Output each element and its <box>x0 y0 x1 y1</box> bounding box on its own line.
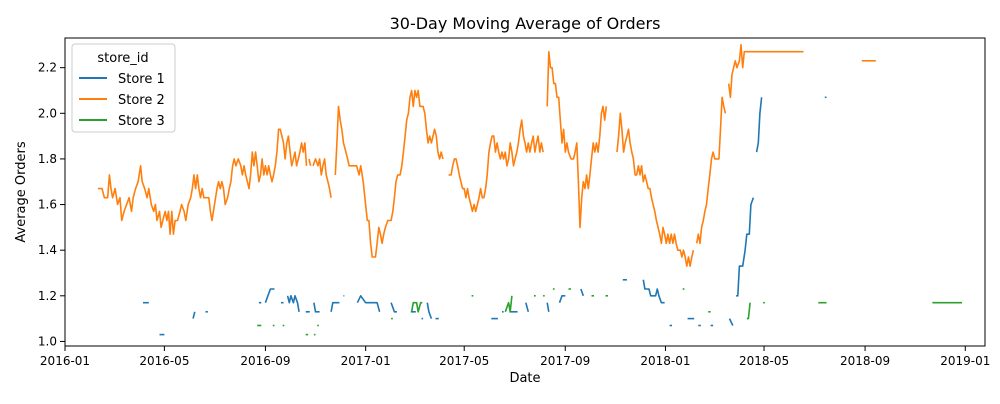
y-tick-label: 2.2 <box>38 61 57 75</box>
series-line-segment <box>755 97 763 153</box>
x-axis-title: Date <box>509 371 540 386</box>
series-line-segment <box>264 288 275 303</box>
series-line-segment <box>97 128 308 235</box>
y-axis-title: Average Orders <box>14 141 29 242</box>
y-tick-label: 1.0 <box>38 334 57 348</box>
series-line-segment <box>695 96 727 245</box>
x-tick-label: 2019-01 <box>940 354 990 368</box>
legend-label: Store 3 <box>118 114 165 129</box>
x-tick-label: 2016-01 <box>40 354 90 368</box>
series-line-segment <box>504 295 513 313</box>
series-line-segment <box>312 158 332 198</box>
series-line-segment <box>330 301 340 312</box>
x-tick-label: 2017-05 <box>439 354 489 368</box>
chart-title: 30-Day Moving Average of Orders <box>390 14 661 33</box>
y-tick-label: 1.8 <box>38 152 57 166</box>
series-line-segment <box>736 197 755 297</box>
series-line-segment <box>728 318 734 326</box>
series-store-1 <box>143 96 827 336</box>
series-line-segment <box>356 294 381 313</box>
series-line-segment <box>192 311 196 319</box>
x-tick-label: 2016-05 <box>139 354 189 368</box>
series-line-segment <box>558 294 566 303</box>
series-line-segment <box>580 288 585 297</box>
series-line-segment <box>746 302 751 320</box>
legend: store_id Store 1 Store 2 Store 3 <box>71 43 176 133</box>
series-store-3 <box>257 288 962 336</box>
series-line-segment <box>616 112 695 267</box>
plot-lines <box>97 43 962 336</box>
series-store-2 <box>97 43 876 267</box>
series-line-segment <box>308 158 312 166</box>
legend-box <box>71 43 176 133</box>
series-line-segment <box>426 302 433 319</box>
plot-frame <box>64 37 986 347</box>
series-line-segment <box>546 302 550 312</box>
y-tick-label: 1.2 <box>38 289 57 303</box>
x-tick-label: 2018-09 <box>840 354 890 368</box>
series-line-segment <box>448 119 544 213</box>
series-line-segment <box>727 43 804 99</box>
x-tick-label: 2018-05 <box>739 354 789 368</box>
series-line-segment <box>642 279 665 304</box>
series-line-segment <box>410 301 423 313</box>
series-line-segment <box>525 302 530 313</box>
series-line-segment <box>334 89 444 258</box>
x-tick-label: 2016-09 <box>240 354 290 368</box>
y-tick-label: 1.4 <box>38 243 57 257</box>
x-tick-label: 2018-01 <box>640 354 690 368</box>
y-axis: 1.0 1.2 1.4 1.6 1.8 2.0 2.2 <box>38 61 65 348</box>
series-line-segment <box>546 50 608 229</box>
x-axis: 2016-01 2016-05 2016-09 2017-01 2017-05 2017-… <box>40 346 990 368</box>
x-tick-label: 2017-09 <box>540 354 590 368</box>
series-line-segment <box>313 302 320 313</box>
legend-title: store_id <box>97 51 148 66</box>
legend-label: Store 1 <box>118 72 165 87</box>
legend-label: Store 2 <box>118 93 165 108</box>
series-line-segment <box>286 294 300 312</box>
y-tick-label: 1.6 <box>38 198 57 212</box>
series-line-segment <box>390 302 397 313</box>
y-tick-label: 2.0 <box>38 106 57 120</box>
x-tick-label: 2017-01 <box>341 354 391 368</box>
